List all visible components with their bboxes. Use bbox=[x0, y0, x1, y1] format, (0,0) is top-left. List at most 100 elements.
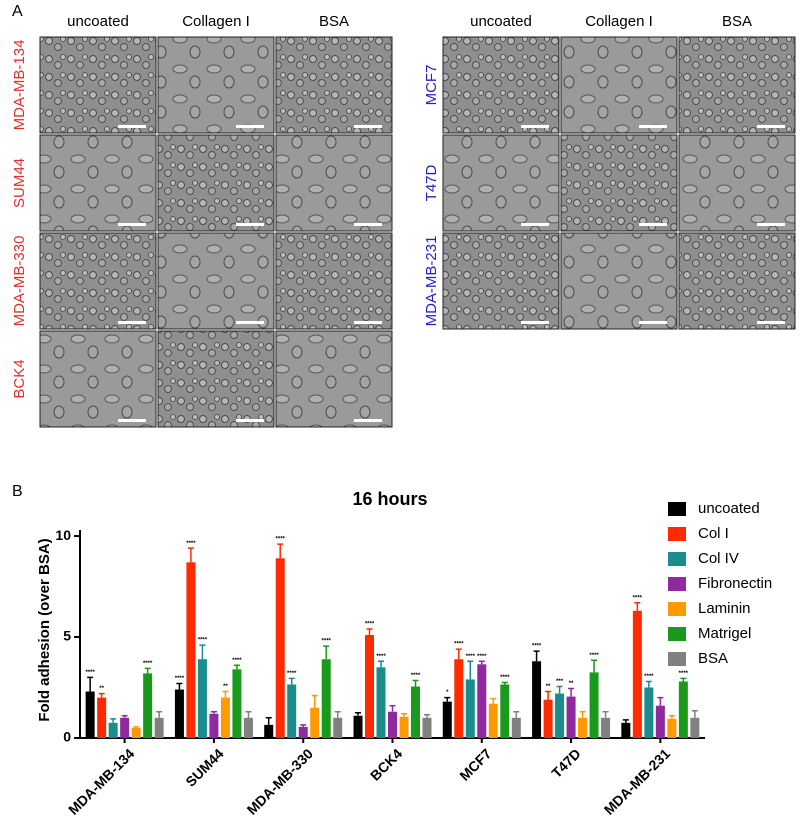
error-bar bbox=[199, 644, 206, 660]
error-bar bbox=[412, 679, 419, 687]
column-header: BSA bbox=[722, 13, 752, 30]
legend-swatch bbox=[668, 502, 686, 516]
significance: **** bbox=[186, 541, 196, 547]
bar bbox=[353, 715, 363, 738]
micrograph bbox=[39, 36, 157, 134]
micrograph bbox=[442, 134, 560, 232]
bar bbox=[422, 717, 432, 738]
scale-bar bbox=[354, 125, 382, 128]
bar bbox=[543, 699, 553, 738]
significance: **** bbox=[589, 653, 599, 659]
error-bar bbox=[401, 713, 407, 717]
x-tick-label: MDA-MB-330 bbox=[244, 745, 317, 818]
significance: **** bbox=[376, 654, 386, 660]
micrograph bbox=[157, 330, 275, 428]
bar bbox=[621, 722, 631, 738]
bar bbox=[477, 664, 487, 738]
legend-label: Laminin bbox=[698, 600, 751, 617]
x-tick-label: T47D bbox=[548, 745, 584, 781]
bar bbox=[555, 693, 565, 738]
column-header: Collagen I bbox=[585, 13, 653, 30]
bar bbox=[411, 686, 420, 738]
error-bar bbox=[568, 687, 575, 697]
row-label: SUM44 bbox=[11, 158, 28, 208]
y-axis-label: Fold adhesion (over BSA) bbox=[36, 538, 53, 721]
bar bbox=[197, 659, 207, 738]
bar bbox=[511, 717, 521, 738]
significance: **** bbox=[679, 671, 689, 677]
bar bbox=[186, 562, 196, 738]
bar bbox=[376, 667, 386, 738]
error-bar bbox=[222, 690, 229, 698]
legend-label: Col IV bbox=[698, 550, 739, 567]
bar bbox=[678, 681, 688, 738]
legend-label: Col I bbox=[698, 525, 729, 542]
y-tick-label: 5 bbox=[63, 628, 71, 644]
bar bbox=[488, 703, 498, 738]
legend-swatch bbox=[668, 627, 686, 641]
error-bar bbox=[513, 710, 520, 718]
micrograph bbox=[560, 232, 678, 330]
bar bbox=[388, 711, 397, 738]
bar bbox=[243, 717, 253, 738]
bar bbox=[108, 722, 118, 738]
micrograph bbox=[678, 232, 796, 330]
error-bar bbox=[210, 710, 217, 714]
x-tick-label: SUM44 bbox=[182, 745, 226, 789]
scale-bar bbox=[118, 321, 146, 324]
error-bar bbox=[490, 697, 497, 704]
scale-bar bbox=[757, 125, 785, 128]
significance: **** bbox=[322, 639, 332, 645]
bar bbox=[154, 717, 164, 738]
x-tick-label: MCF7 bbox=[456, 745, 494, 783]
scale-bar bbox=[521, 223, 549, 226]
error-bar bbox=[424, 714, 430, 718]
error-bar bbox=[591, 659, 598, 673]
legend-label: Matrigel bbox=[698, 625, 751, 642]
x-tick-label: BCK4 bbox=[367, 745, 405, 783]
scale-bar bbox=[354, 223, 382, 226]
scale-bar bbox=[521, 321, 549, 324]
bar bbox=[275, 558, 285, 738]
legend-label: Fibronectin bbox=[698, 575, 772, 592]
error-bar bbox=[323, 645, 330, 660]
column-header: uncoated bbox=[470, 13, 532, 30]
row-label: MDA-MB-231 bbox=[423, 236, 440, 327]
micrograph bbox=[39, 232, 157, 330]
error-bar bbox=[156, 710, 163, 718]
bar bbox=[131, 727, 141, 738]
scale-bar bbox=[236, 321, 264, 324]
row-label: MDA-MB-330 bbox=[11, 236, 28, 327]
bar bbox=[578, 717, 588, 738]
scale-bar bbox=[639, 321, 667, 324]
scale-bar bbox=[236, 419, 264, 422]
column-header: BSA bbox=[319, 13, 349, 30]
micrograph bbox=[157, 232, 275, 330]
column-header: uncoated bbox=[67, 13, 129, 30]
bar bbox=[174, 689, 184, 738]
error-bar bbox=[355, 712, 361, 716]
significance: ** bbox=[99, 686, 104, 692]
panel-label: A bbox=[12, 3, 23, 20]
error-bar bbox=[622, 719, 629, 723]
significance: **** bbox=[276, 537, 286, 543]
chart-title: 16 hours bbox=[352, 489, 427, 509]
scale-bar bbox=[757, 223, 785, 226]
scale-bar bbox=[521, 125, 549, 128]
significance: **** bbox=[500, 675, 510, 681]
bar bbox=[532, 661, 542, 738]
legend-swatch bbox=[668, 652, 686, 666]
error-bar bbox=[634, 601, 641, 611]
error-bar bbox=[467, 660, 474, 680]
y-tick-label: 0 bbox=[63, 729, 71, 745]
significance: **** bbox=[232, 658, 242, 664]
significance: **** bbox=[633, 595, 643, 601]
bar bbox=[500, 684, 510, 738]
bar bbox=[365, 635, 374, 738]
error-bar bbox=[87, 676, 94, 692]
error-bar bbox=[265, 717, 272, 725]
bar bbox=[655, 705, 665, 738]
significance: ** bbox=[569, 681, 574, 687]
micrograph bbox=[442, 232, 560, 330]
